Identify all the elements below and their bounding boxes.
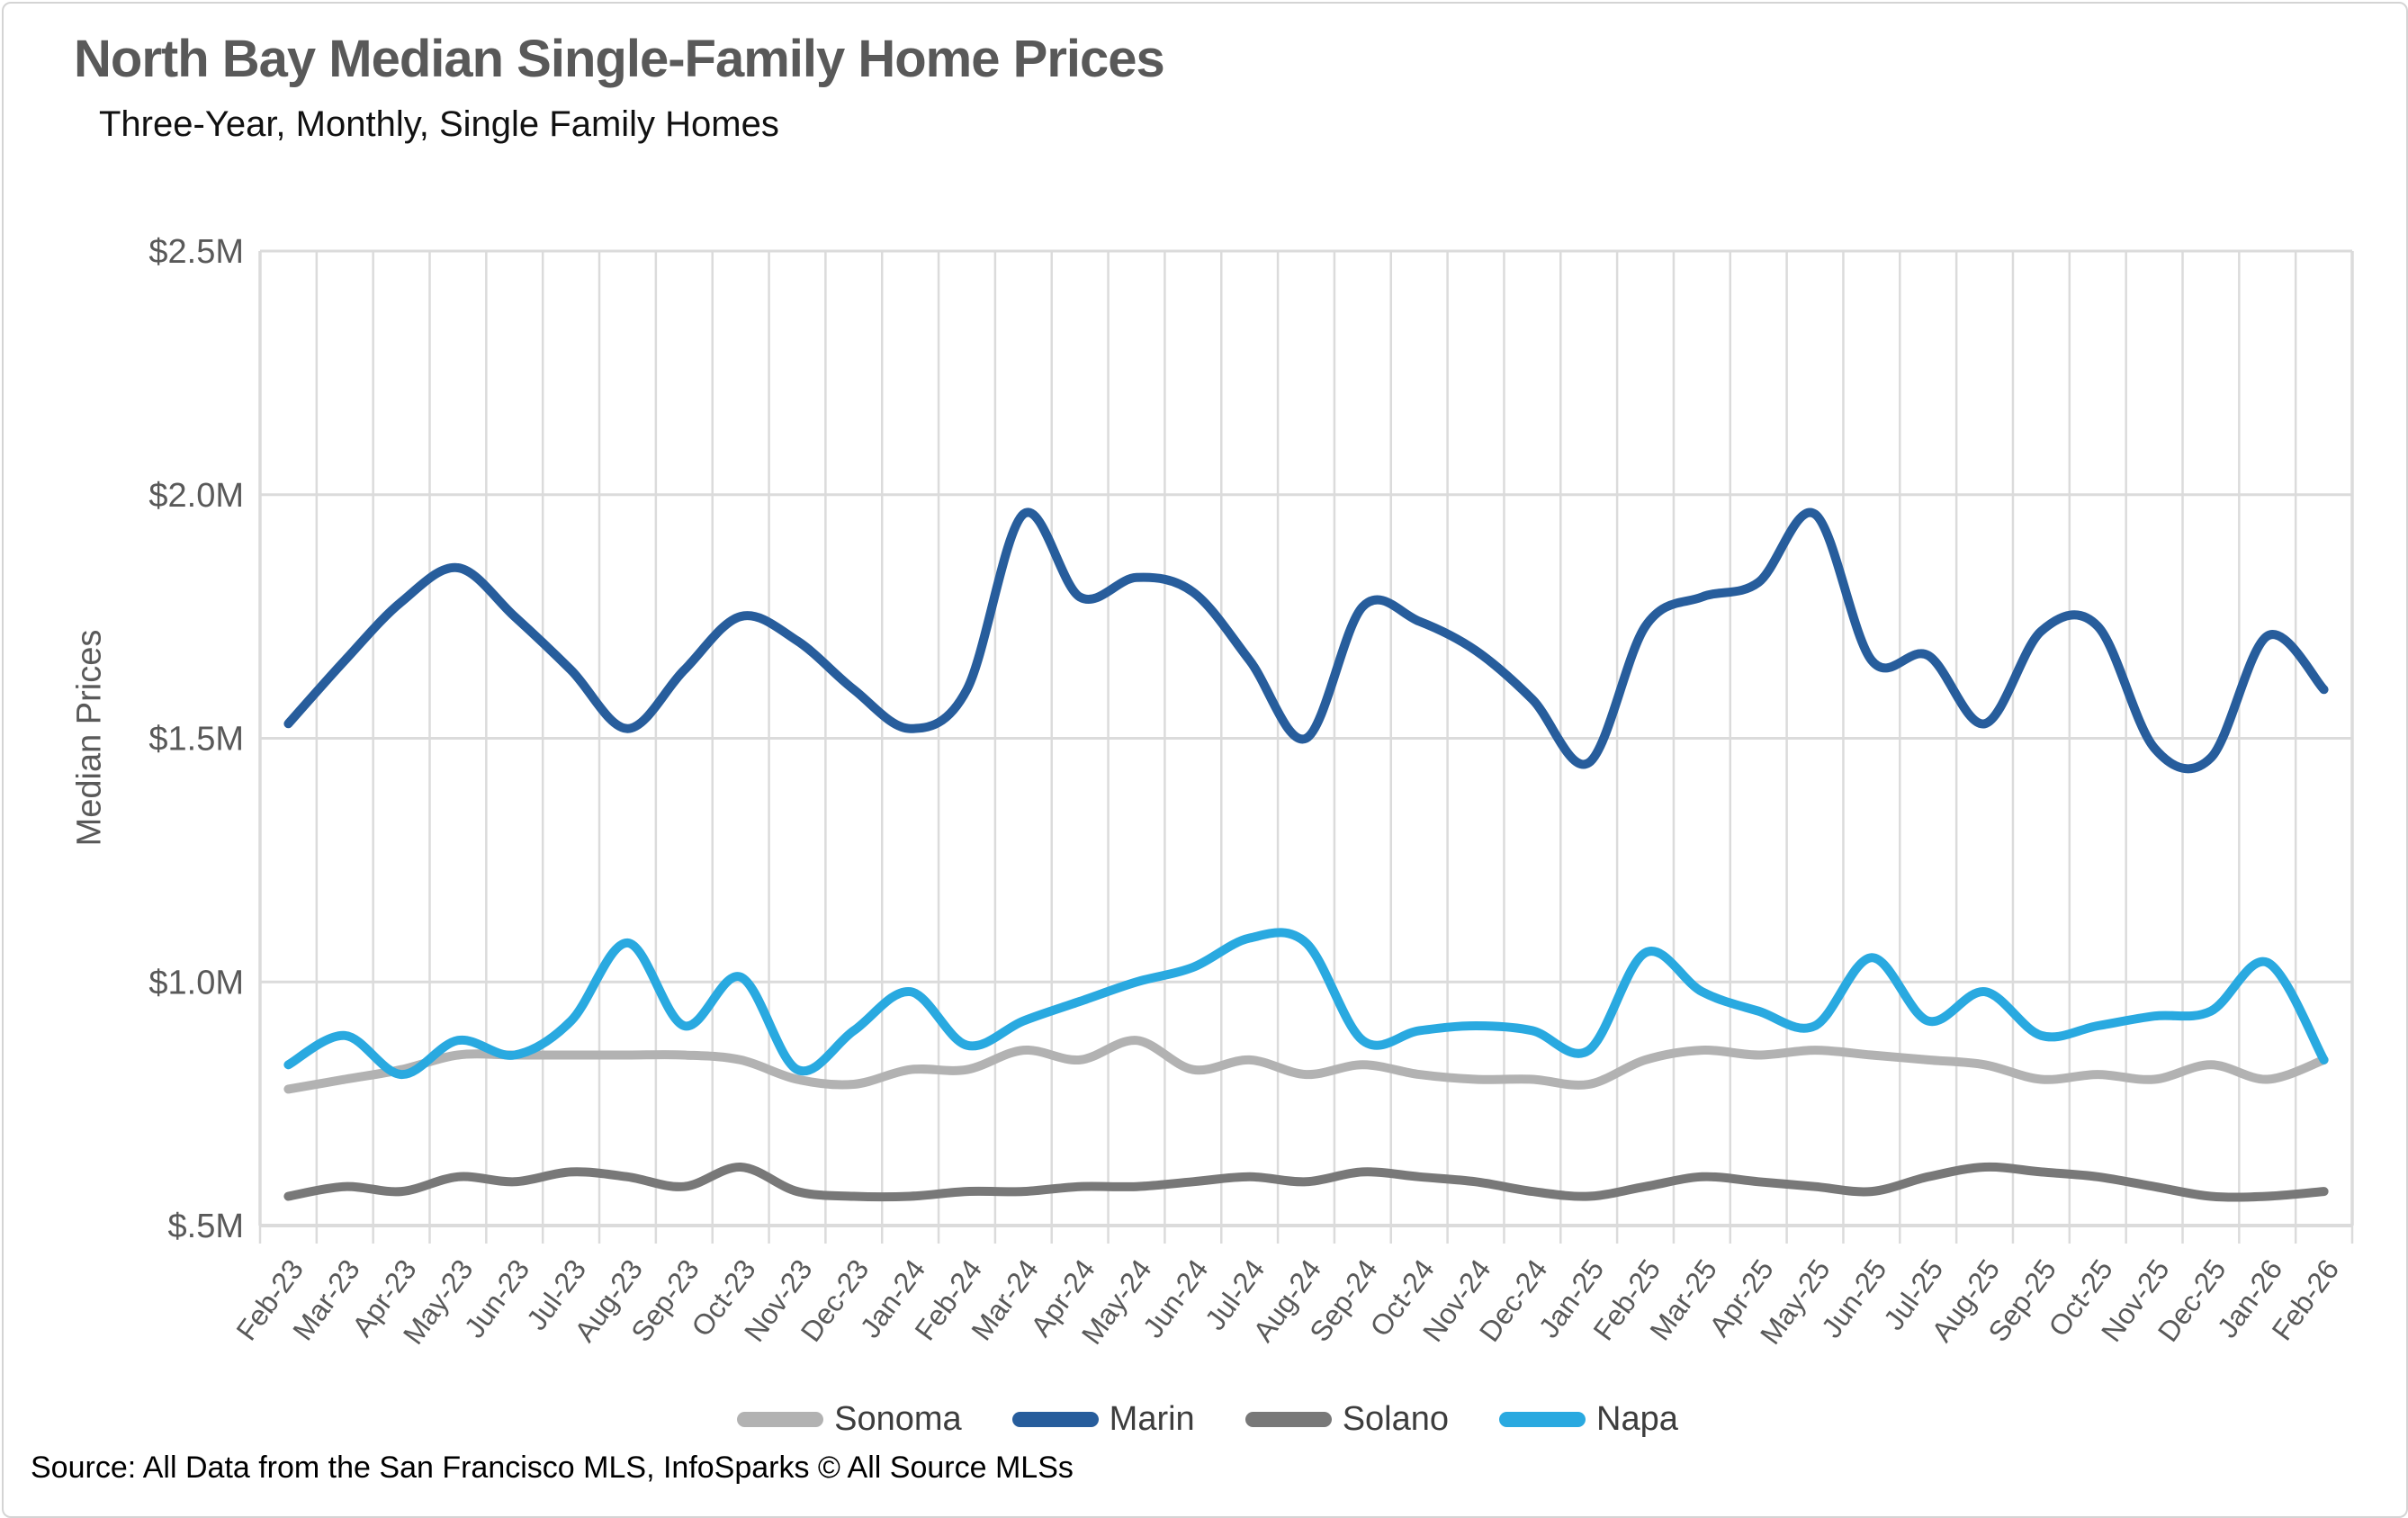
series-line-marin: [283, 507, 2329, 774]
chart-subtitle: Three-Year, Monthly, Single Family Homes: [99, 104, 779, 144]
y-tick-label: $1.0M: [148, 964, 244, 1002]
series-line-sonoma: [283, 1036, 2329, 1094]
series-line-solano: [283, 1162, 2329, 1202]
chart-title: North Bay Median Single-Family Home Pric…: [74, 30, 1165, 88]
legend: Sonoma Marin Solano Napa: [4, 1400, 2406, 1439]
legend-item-napa: Napa: [1499, 1400, 1678, 1439]
legend-swatch-marin: [1011, 1412, 1099, 1427]
y-tick-label: $2.0M: [148, 477, 244, 515]
legend-swatch-sonoma: [737, 1412, 824, 1427]
legend-label: Marin: [1109, 1400, 1195, 1438]
y-tick-label: $.5M: [168, 1208, 244, 1245]
source-note: Source: All Data from the San Francisco …: [31, 1451, 1074, 1485]
legend-item-sonoma: Sonoma: [737, 1400, 962, 1439]
plot-area: $2.5M $2.0M $1.5M $1.0M $.5M Feb-23 Mar-23 Apr-…: [4, 4, 2406, 1516]
legend-label: Solano: [1342, 1400, 1450, 1438]
series-line-napa: [283, 928, 2329, 1080]
y-tick-label: $1.5M: [148, 721, 244, 759]
legend-swatch-napa: [1499, 1412, 1586, 1427]
legend-label: Sonoma: [834, 1400, 962, 1438]
legend-swatch-solano: [1244, 1412, 1332, 1427]
y-tick-label: $2.5M: [148, 233, 244, 271]
legend-item-marin: Marin: [1011, 1400, 1195, 1439]
legend-item-solano: Solano: [1244, 1400, 1450, 1439]
legend-label: Napa: [1596, 1400, 1678, 1438]
